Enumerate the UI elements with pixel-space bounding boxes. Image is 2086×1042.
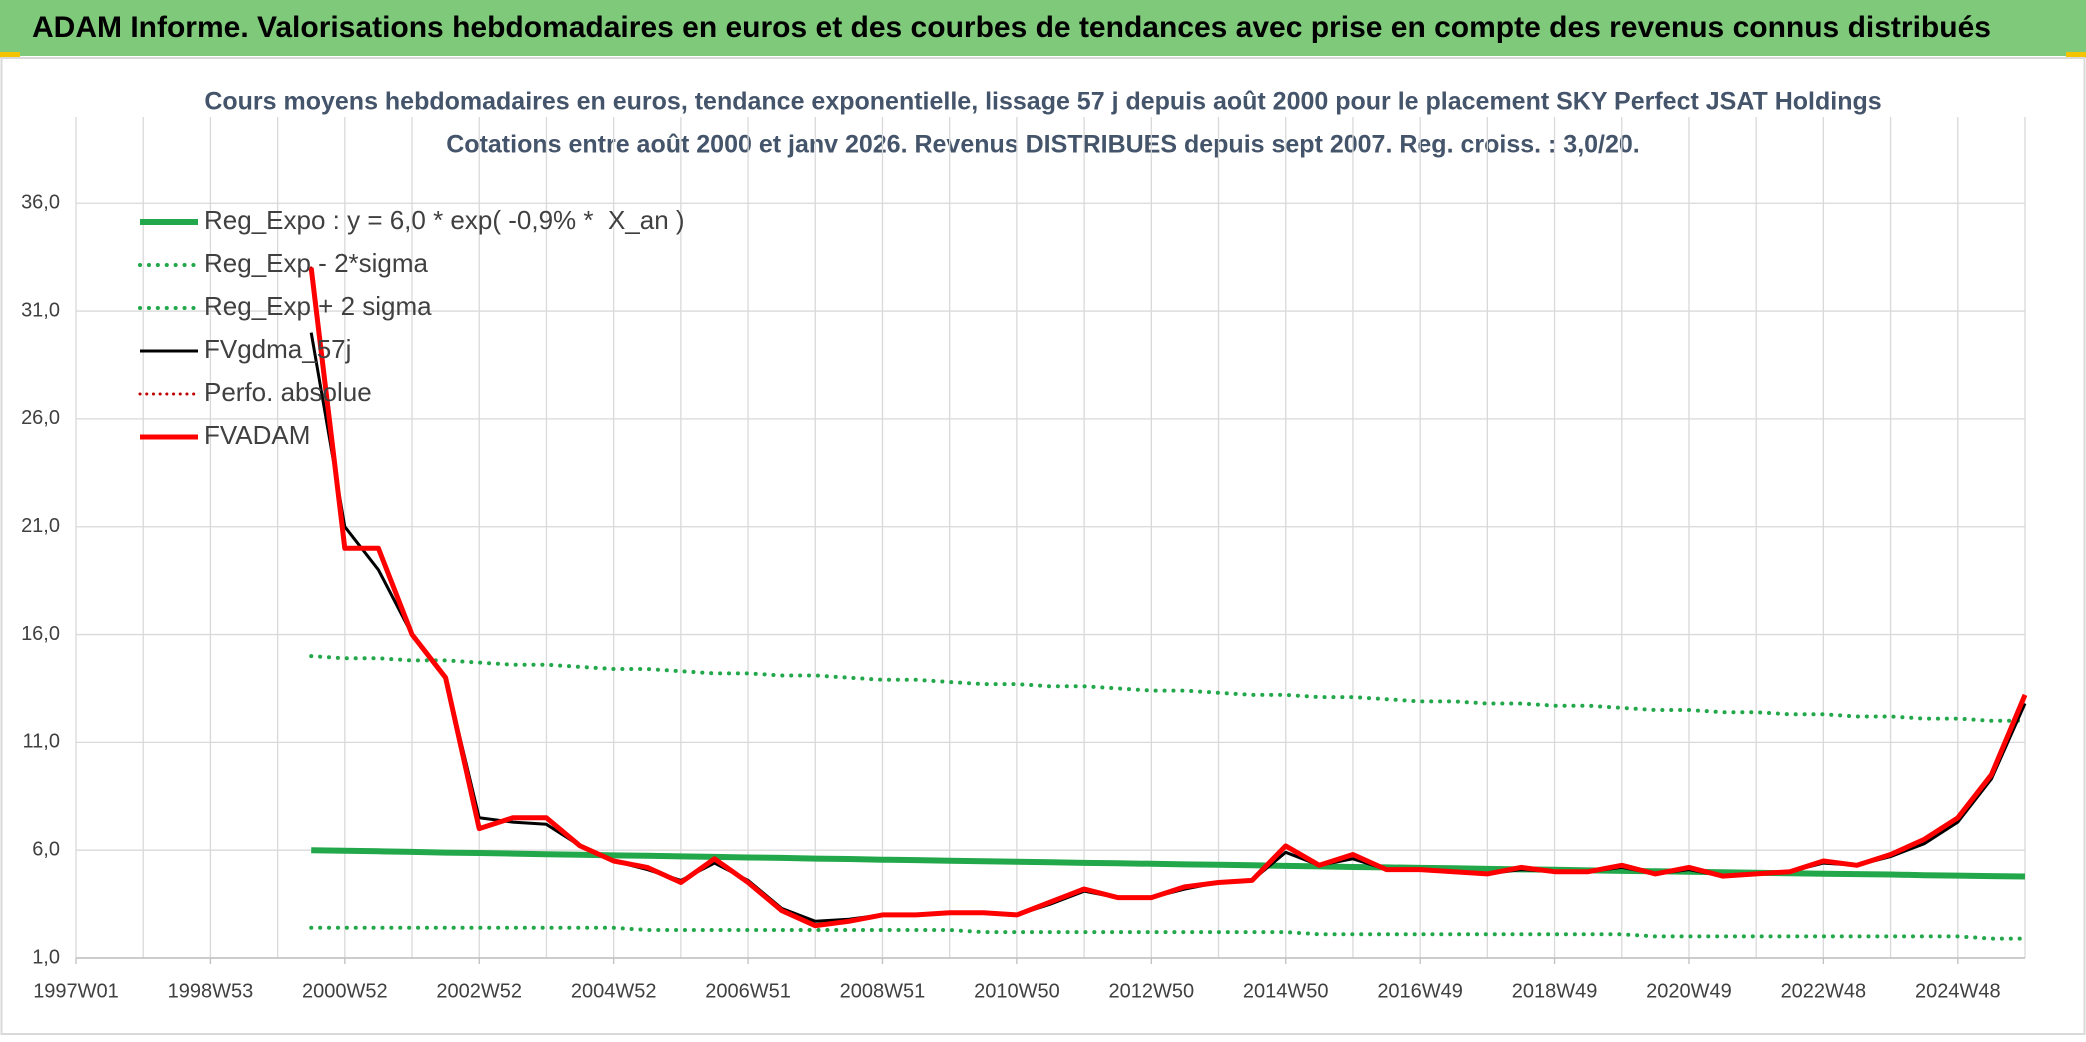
x-tick-label: 1998W53 — [168, 980, 254, 1002]
x-tick-label: 2016W49 — [1377, 980, 1463, 1002]
legend-label: FVgdma_57j — [204, 334, 351, 364]
series-line — [308, 267, 2028, 929]
x-tick-label: 2000W52 — [302, 980, 388, 1002]
y-tick-label: 16,0 — [21, 623, 60, 645]
x-tick-label: 2012W50 — [1108, 980, 1194, 1002]
x-tick-label: 2014W50 — [1243, 980, 1329, 1002]
y-tick-label: 26,0 — [21, 407, 60, 429]
y-tick-label: 36,0 — [21, 192, 60, 214]
x-tick-label: 2018W49 — [1512, 980, 1598, 1002]
x-tick-label: 2006W51 — [705, 980, 791, 1002]
y-tick-label: 31,0 — [21, 299, 60, 321]
y-tick-label: 11,0 — [23, 731, 60, 753]
x-tick-label: 2010W50 — [974, 980, 1060, 1002]
header-bar — [0, 0, 2086, 56]
chart-title: Cours moyens hebdomadaires en euros, ten… — [204, 88, 1881, 116]
series-line — [309, 654, 2027, 723]
corner-mark — [0, 52, 20, 58]
legend-label: Reg_Exp - 2*sigma — [204, 248, 429, 278]
y-tick-label: 1,0 — [32, 946, 60, 968]
header-title: ADAM Informe. Valorisations hebdomadaire… — [32, 11, 1991, 44]
legend-label: Reg_Expo : y = 6,0 * exp( -0,9% * X_an ) — [204, 205, 685, 235]
legend-label: FVADAM — [204, 420, 310, 450]
chart-subtitle: Cotations entre août 2000 et janv 2026. … — [446, 131, 1640, 159]
x-tick-label: 2002W52 — [436, 980, 522, 1002]
corner-mark — [2066, 52, 2086, 58]
x-tick-label: 2020W49 — [1646, 980, 1732, 1002]
y-tick-label: 6,0 — [32, 838, 60, 860]
x-tick-label: 2004W52 — [571, 980, 657, 1002]
legend-label: Reg_Exp + 2 sigma — [204, 291, 432, 321]
y-tick-label: 21,0 — [21, 515, 60, 537]
x-tick-label: 2024W48 — [1915, 980, 2001, 1002]
x-tick-label: 2008W51 — [840, 980, 926, 1002]
x-tick-label: 1997W01 — [33, 980, 119, 1002]
x-tick-label: 2022W48 — [1781, 980, 1867, 1002]
legend-label: Perfo. absolue — [204, 377, 372, 407]
series-line — [309, 925, 2027, 941]
